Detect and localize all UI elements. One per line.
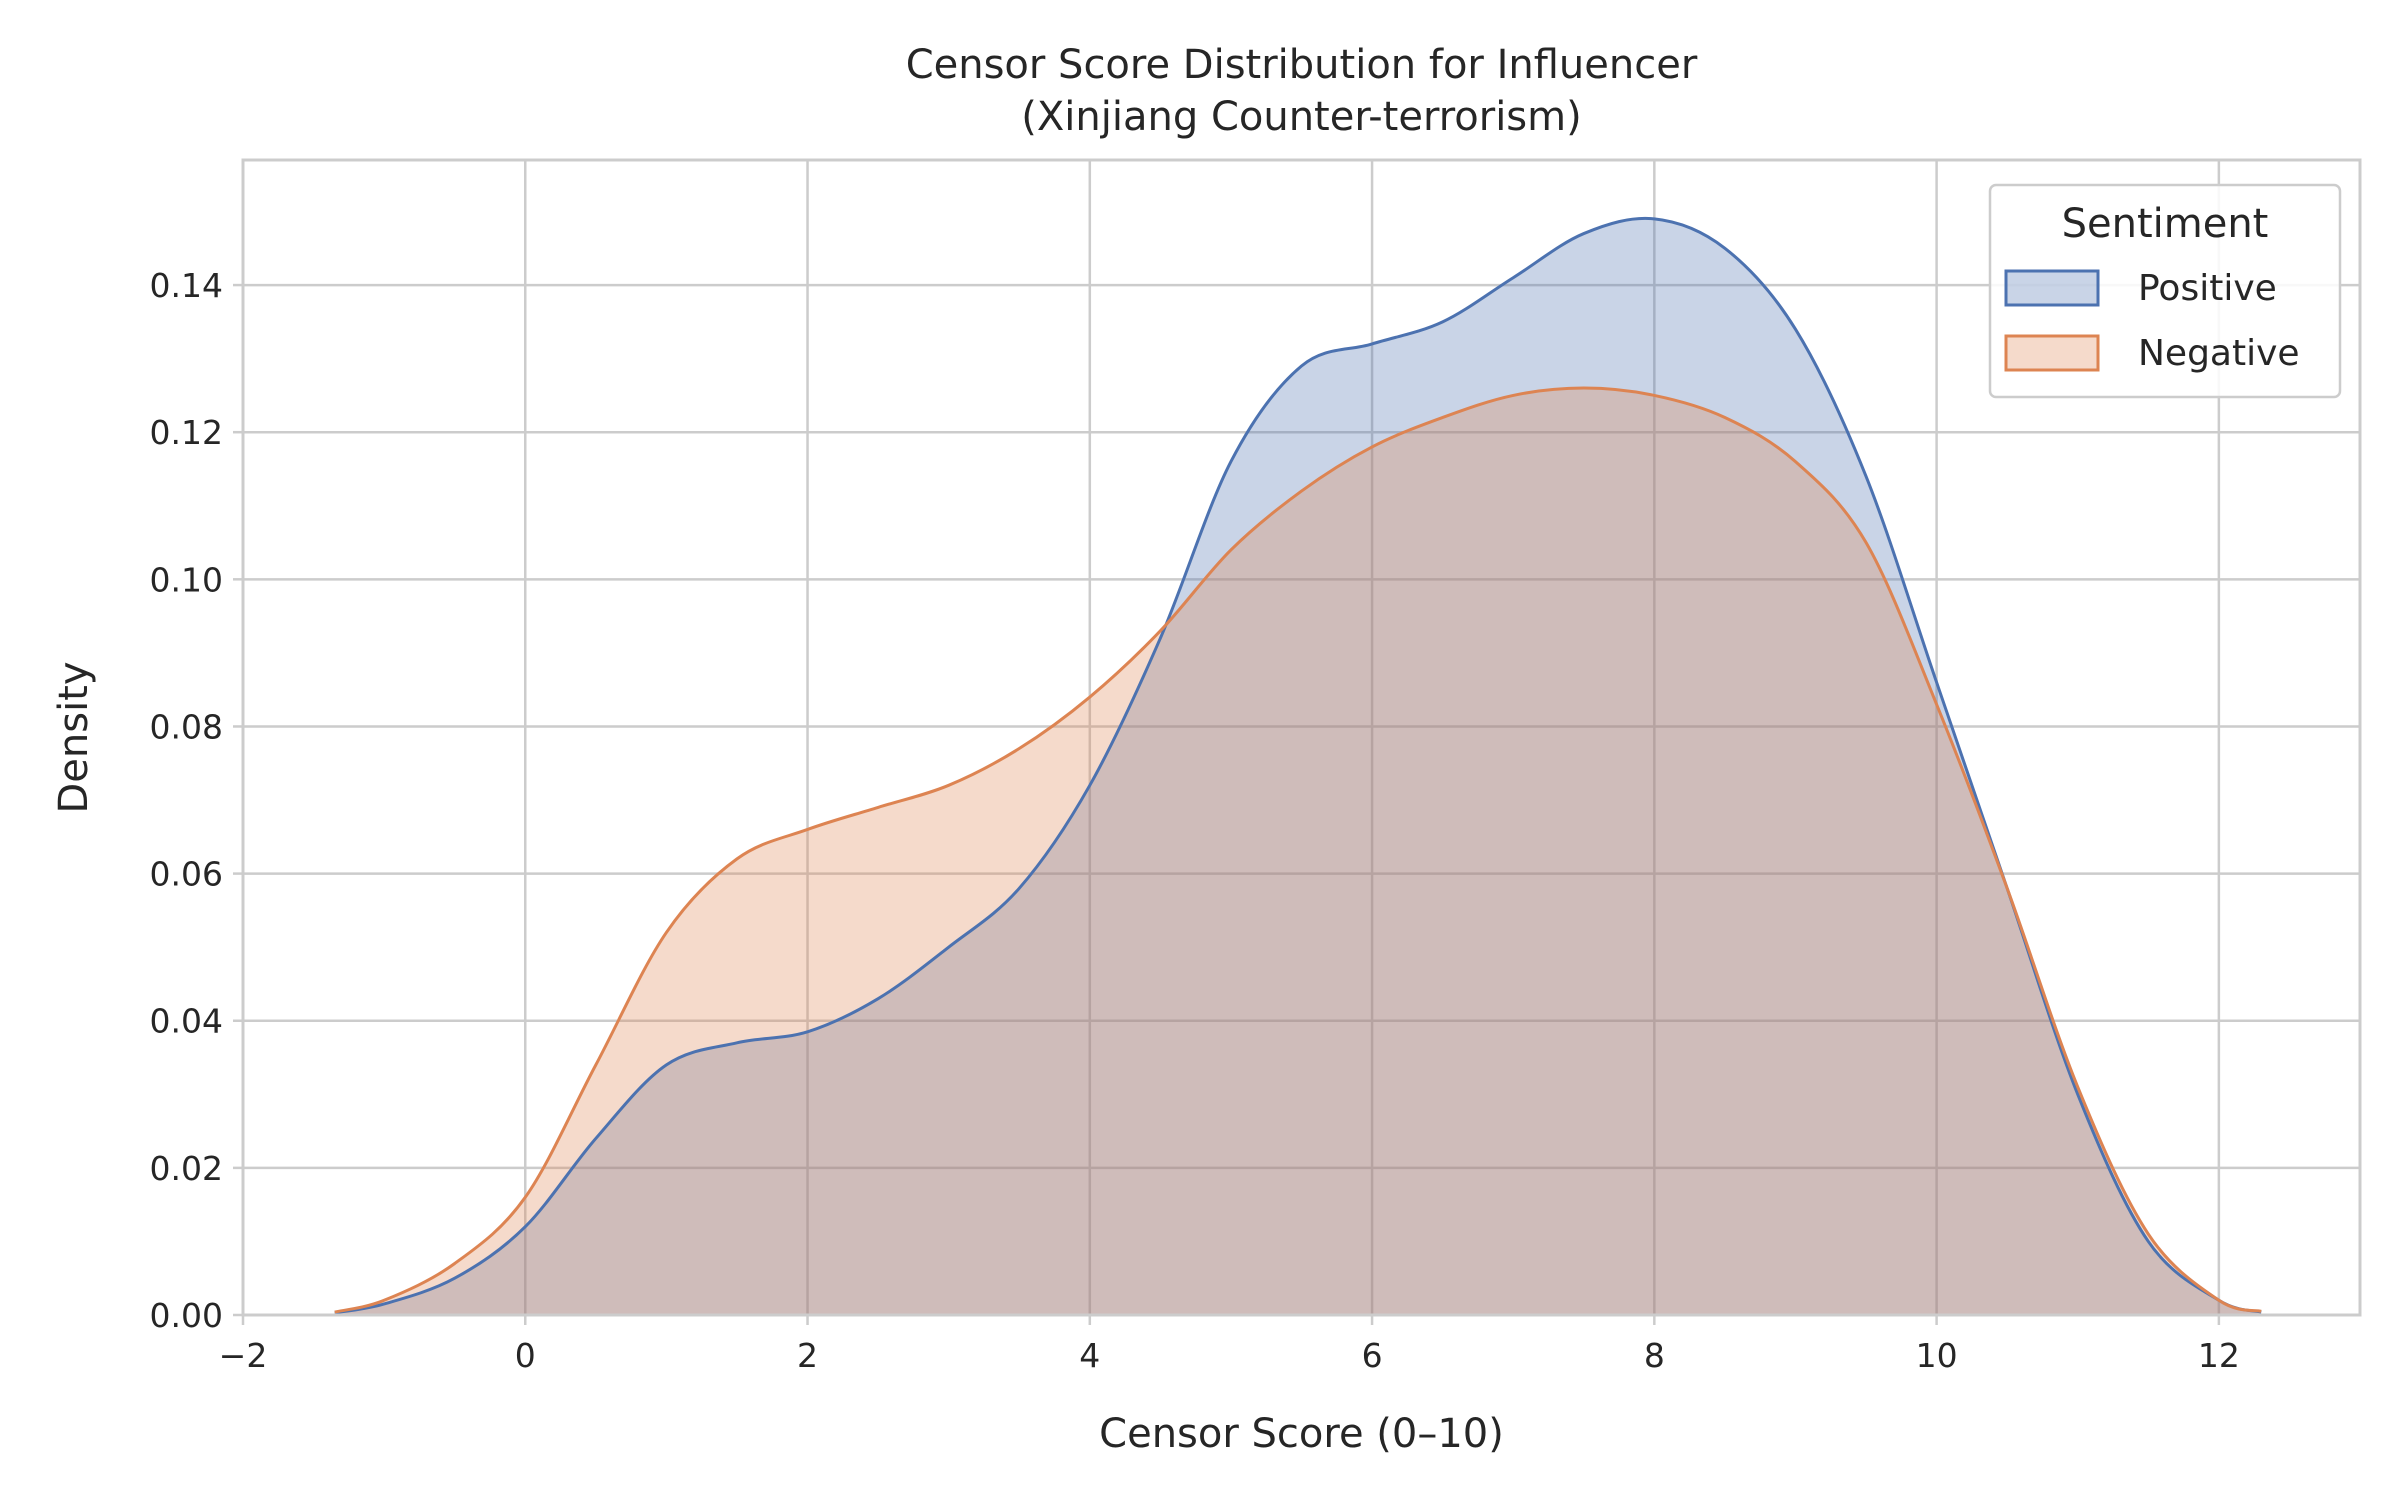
y-tick-label: 0.02 xyxy=(150,1149,223,1188)
y-tick-label: 0.00 xyxy=(150,1296,223,1335)
y-tick-label: 0.08 xyxy=(150,707,223,746)
x-tick-label: 2 xyxy=(797,1336,818,1375)
x-tick-label: 0 xyxy=(515,1336,536,1375)
chart-title: Censor Score Distribution for Influencer… xyxy=(906,42,1698,140)
x-tick-label: −2 xyxy=(219,1336,268,1375)
x-tick-label: 4 xyxy=(1079,1336,1100,1375)
x-tick-label: 6 xyxy=(1362,1336,1383,1375)
legend-label-negative: Negative xyxy=(2138,333,2300,374)
series-line-negative xyxy=(334,386,2262,1314)
chart-title-line: Censor Score Distribution for Influencer xyxy=(906,42,1698,88)
series-fill-positive xyxy=(334,218,2262,1316)
y-tick-label: 0.14 xyxy=(150,266,223,305)
y-tick-label: 0.04 xyxy=(150,1002,223,1041)
legend-label-positive: Positive xyxy=(2138,268,2277,309)
y-axis-ticks: 0.00 0.02 0.04 0.06 0.08 0.10 0.12 0.14 xyxy=(150,266,243,1335)
y-tick-label: 0.12 xyxy=(150,413,223,452)
x-axis-ticks: −2 0 2 4 6 8 10 12 xyxy=(219,1315,2240,1375)
series-line-positive xyxy=(334,216,2262,1315)
y-tick-label: 0.06 xyxy=(150,855,223,894)
x-axis-label: Censor Score (0–10) xyxy=(1099,1411,1504,1457)
y-tick-label: 0.10 xyxy=(150,560,223,599)
series-fill-negative xyxy=(334,388,2262,1315)
x-tick-label: 10 xyxy=(1916,1336,1958,1375)
legend-title: Sentiment xyxy=(2062,201,2269,247)
x-tick-label: 8 xyxy=(1644,1336,1665,1375)
x-tick-label: 12 xyxy=(2198,1336,2240,1375)
density-series xyxy=(334,216,2262,1316)
legend: Sentiment Positive Negative xyxy=(1988,183,2342,399)
plot-frame xyxy=(241,158,2362,1317)
legend-swatch-negative xyxy=(2004,334,2100,372)
chart-title-line: (Xinjiang Counter-terrorism) xyxy=(1021,94,1581,140)
legend-box xyxy=(1988,183,2342,399)
y-axis-label: Density xyxy=(51,661,97,813)
legend-swatch-positive xyxy=(2004,269,2100,307)
